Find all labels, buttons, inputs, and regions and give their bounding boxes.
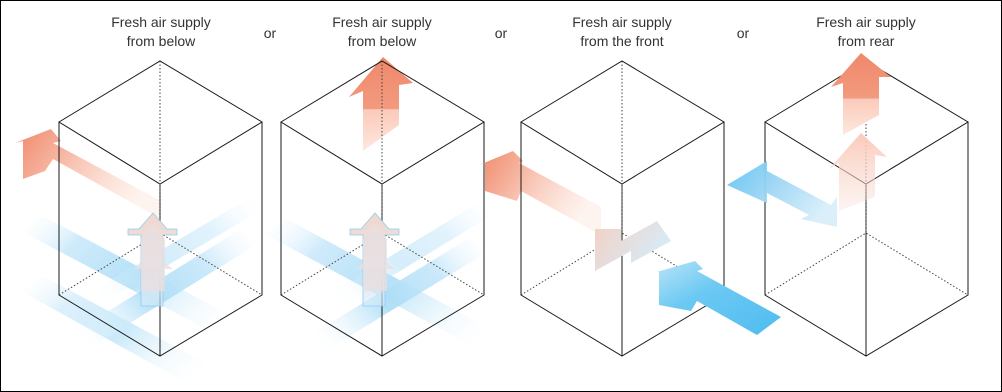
panel-3 [479,60,781,357]
inner-rising-arrow [829,133,887,211]
panel-2-title-line2: from below [348,33,417,49]
fresh-air-band [301,201,495,323]
panel-1-title-line1: Fresh air supply [111,14,211,30]
fresh-air-arrow [727,161,837,227]
fresh-air-arrow [653,261,781,335]
inner-front-arrow [595,221,671,271]
warm-exhaust-arrow [479,151,601,235]
warm-exhaust-arrow [15,129,161,219]
panel-4-title-line2: from rear [838,33,895,49]
panel-3-title-line2: from the front [580,33,663,49]
panel-4-title-line1: Fresh air supply [816,14,916,30]
inner-rising-arrow [134,223,173,291]
warm-exhaust-arrow [349,57,413,151]
panel-2 [263,57,531,367]
separator-or: or [737,25,750,41]
panel-1 [15,60,271,391]
inner-rising-arrow [356,223,395,291]
panel-2-title-line1: Fresh air supply [332,14,432,30]
panel-titles: Fresh air supply from below or Fresh air… [111,14,916,49]
warm-exhaust-arrow [831,53,891,135]
panel-3-title-line1: Fresh air supply [572,14,672,30]
separator-or: or [264,25,277,41]
separator-or: or [495,25,508,41]
panel-1-title-line2: from below [127,33,196,49]
panel-4 [727,53,969,357]
